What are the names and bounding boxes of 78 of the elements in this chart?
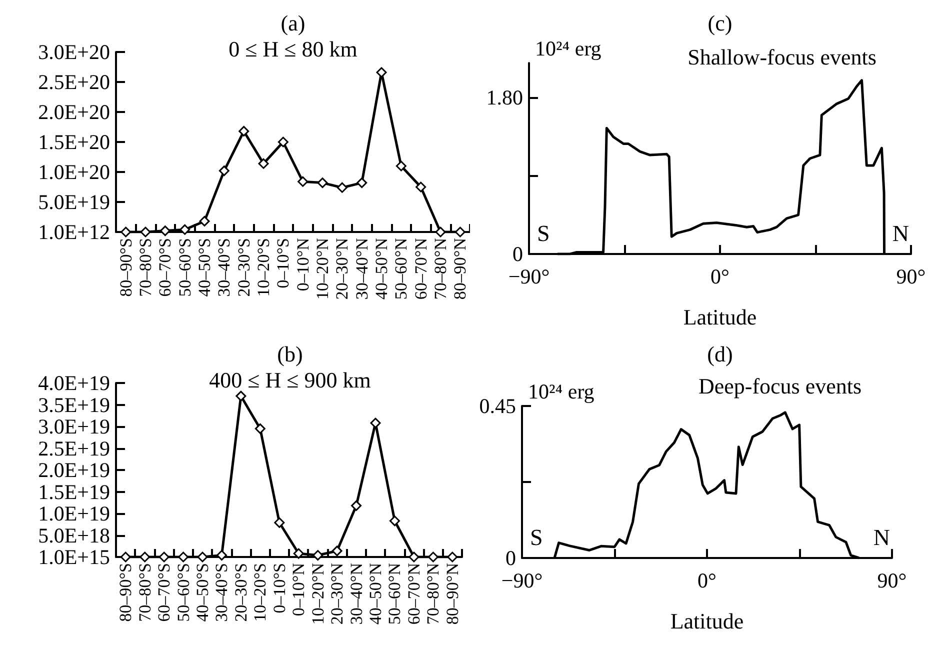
y-axis-title: 10²⁴ erg: [528, 380, 595, 404]
annotation: S: [537, 221, 550, 246]
x-tick-label: −90°: [508, 264, 550, 288]
y-tick-label: 1.5E+20: [38, 130, 110, 154]
x-tick-label: 60–70°N: [404, 563, 424, 625]
x-tick-label: 60–70°N: [411, 238, 430, 300]
annotation: N: [873, 525, 890, 550]
x-tick-label: 50–60°S: [175, 238, 194, 297]
chart-title: (d): [707, 342, 733, 366]
x-tick-label: 40–50°N: [366, 563, 385, 625]
x-tick-label: 50–60°S: [174, 563, 193, 622]
x-tick-label: −90°: [501, 568, 543, 592]
x-tick-label: 0°: [698, 568, 716, 592]
x-tick-label: 70–80°S: [135, 563, 154, 622]
x-tick-label: 90°: [877, 568, 907, 592]
chart-subtitle: Deep-focus events: [698, 374, 862, 398]
y-tick-label: 1.0E+12: [38, 220, 110, 244]
x-tick-label: 0–10°S: [270, 563, 289, 614]
y-tick-label: 3.0E+20: [38, 40, 110, 64]
x-tick-label: 60–70°S: [156, 238, 175, 297]
y-tick-label: 2.5E+19: [38, 436, 110, 460]
x-tick-label: 10–20°N: [308, 563, 328, 625]
x-tick-label: 80–90°S: [116, 238, 136, 297]
x-tick-label: 30–40°S: [212, 563, 232, 622]
y-tick-label: 4.0E+19: [38, 371, 110, 395]
x-tick-label: 70–80°N: [431, 238, 450, 300]
y-tick-label: 2.5E+20: [38, 70, 110, 94]
x-tick-label: 30–40°N: [352, 238, 372, 300]
x-tick-label: 30–40°N: [346, 563, 366, 625]
x-tick-label: 80–90°S: [116, 563, 136, 622]
y-tick-label: 2.0E+19: [38, 458, 110, 482]
y-tick-label: 5.0E+18: [38, 523, 110, 548]
chart-title: (b): [277, 342, 303, 366]
x-tick-label: 10–20°S: [254, 238, 273, 297]
y-tick-label: 0.45: [479, 394, 516, 418]
annotation: N: [892, 221, 910, 246]
x-tick-label: 80–90°N: [442, 563, 462, 625]
x-tick-label: 10–20°N: [313, 238, 332, 300]
x-tick-label: 80–90°N: [450, 238, 470, 300]
y-tick-label: 5.0E+19: [38, 190, 110, 214]
chart-title: (c): [708, 10, 732, 36]
y-axis-title: 10²⁴ erg: [535, 36, 602, 60]
x-tick-label: 60–70°S: [154, 563, 174, 622]
x-tick-label: 0–10°S: [274, 238, 293, 288]
chart-subtitle: 0 ≤ H ≤ 80 km: [228, 36, 358, 62]
x-tick-label: 50–60°N: [392, 238, 411, 300]
y-tick-label: 3.0E+19: [38, 414, 110, 438]
annotation: S: [530, 525, 543, 550]
y-tick-label: 0: [512, 242, 523, 266]
y-tick-label: 1.0E+15: [38, 545, 110, 569]
x-tick-label: 50–60°N: [385, 563, 404, 625]
y-tick-label: 3.5E+19: [38, 392, 110, 417]
x-tick-label: 20–30°S: [234, 238, 254, 297]
chart-subtitle: 400 ≤ H ≤ 900 km: [209, 368, 371, 392]
x-tick-label: 0–10°N: [289, 563, 308, 616]
x-tick-label: 20–30°N: [328, 563, 347, 625]
x-tick-label: 70–80°N: [424, 563, 443, 625]
x-tick-label: 40–50°S: [195, 238, 214, 297]
y-tick-label: 1.0E+19: [38, 502, 110, 526]
y-tick-label: 1.0E+20: [38, 160, 110, 184]
y-tick-label: 0: [506, 546, 516, 570]
chart-subtitle: Shallow-focus events: [688, 44, 876, 70]
y-tick-label: 1.80: [486, 86, 523, 110]
y-tick-label: 2.0E+20: [38, 100, 110, 124]
x-tick-label: 70–80°S: [136, 238, 155, 297]
x-tick-label: 40–50°N: [372, 238, 391, 300]
chart-title: (a): [280, 10, 306, 36]
x-tick-label: 20–30°S: [231, 563, 250, 622]
x-tick-label: 0°: [710, 264, 730, 288]
x-tick-label: 20–30°N: [332, 238, 352, 300]
x-tick-label: 30–40°S: [214, 238, 234, 297]
x-axis-title: Latitude: [683, 304, 757, 330]
x-tick-label: 40–50°S: [193, 563, 212, 622]
x-axis-title: Latitude: [670, 608, 744, 634]
x-tick-label: 0–10°N: [293, 238, 312, 292]
y-tick-label: 1.5E+19: [38, 480, 110, 504]
x-tick-label: 90°: [896, 264, 926, 288]
x-tick-label: 10–20°S: [250, 563, 270, 622]
